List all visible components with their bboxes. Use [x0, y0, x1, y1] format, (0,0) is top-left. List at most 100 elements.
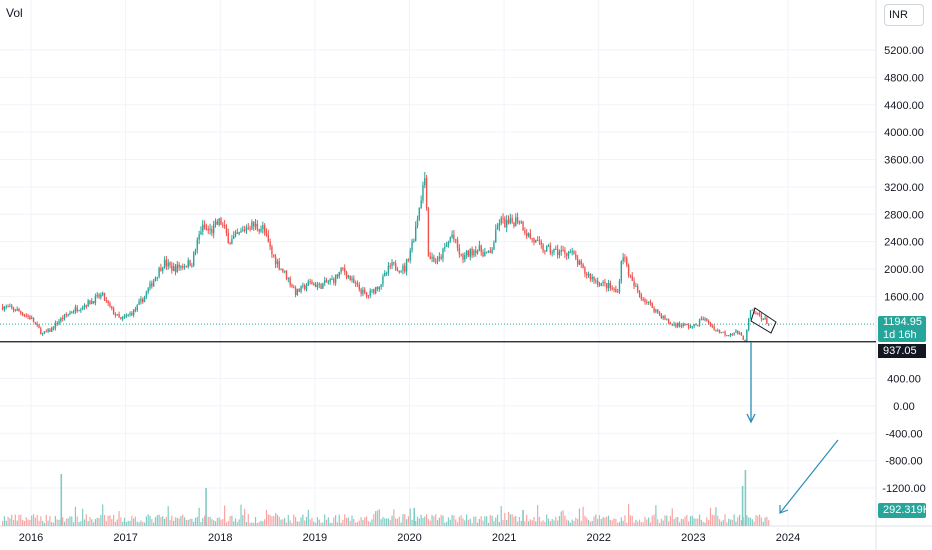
candle-body	[524, 230, 526, 233]
volume-bar	[695, 518, 697, 526]
volume-bar	[682, 519, 684, 526]
volume-bar	[587, 519, 590, 526]
candle-body	[451, 234, 453, 238]
candle-body	[156, 276, 158, 278]
volume-bar	[453, 515, 455, 526]
volume-indicator-label[interactable]: Vol	[6, 6, 23, 20]
volume-bar	[285, 522, 288, 526]
candle-body	[354, 282, 357, 284]
volume-bar	[529, 519, 531, 526]
volume-bar	[748, 517, 750, 526]
volume-bar	[80, 521, 82, 526]
candle-body	[229, 243, 231, 245]
candle-body	[9, 305, 11, 307]
volume-bar	[637, 521, 639, 526]
candle-body	[49, 329, 51, 332]
volume-bar	[546, 514, 548, 526]
volume-bar	[327, 517, 329, 526]
candle-body	[276, 261, 279, 265]
volume-bar	[153, 522, 155, 526]
candle-body	[344, 268, 346, 272]
candle-body	[749, 310, 752, 319]
candle-body	[411, 241, 413, 251]
candle-body	[145, 292, 148, 297]
candle-body	[129, 313, 131, 315]
candle-body	[29, 316, 31, 319]
volume-bar	[198, 507, 200, 526]
candle-body	[606, 283, 608, 289]
candle-body	[669, 323, 672, 325]
candle-body	[467, 250, 470, 257]
candle-body	[349, 275, 351, 281]
volume-bar	[154, 517, 157, 526]
volume-bar	[436, 520, 439, 526]
candle-body	[207, 228, 209, 231]
candle-body	[322, 283, 324, 289]
candle-body	[5, 306, 7, 308]
candle-body	[27, 315, 29, 317]
volume-bar	[753, 521, 755, 526]
volume-bar	[400, 522, 402, 526]
volume-bar	[706, 517, 708, 526]
candle-body	[464, 255, 466, 260]
volume-bar	[165, 516, 167, 526]
candle-body	[707, 320, 710, 324]
candle-body	[622, 257, 624, 262]
volume-bar	[349, 520, 351, 526]
volume-bar	[420, 514, 422, 526]
volume-bar	[27, 519, 29, 526]
volume-bar	[740, 520, 743, 526]
volume-bar	[542, 520, 544, 526]
volume-bar	[56, 519, 58, 526]
candle-body	[487, 250, 490, 252]
candle-body	[174, 266, 177, 273]
volume-bar	[677, 517, 679, 526]
candle-body	[635, 286, 637, 288]
candle-body	[687, 324, 690, 328]
currency-button[interactable]: INR	[884, 4, 924, 26]
volume-bar	[72, 522, 75, 526]
candle-body	[516, 217, 519, 222]
volume-bar	[618, 522, 621, 526]
volume-bar	[311, 517, 313, 526]
volume-bar	[396, 518, 399, 526]
volume-bar	[749, 517, 752, 526]
volume-bar	[675, 517, 677, 526]
candle-body	[478, 245, 481, 251]
candle-body	[3, 306, 6, 310]
volume-bar	[36, 515, 38, 526]
candle-body	[116, 314, 118, 316]
y-tick-label: 3200.00	[884, 182, 924, 194]
candle-body	[54, 322, 57, 329]
volume-bar	[553, 520, 555, 526]
candle-body	[114, 314, 117, 316]
volume-bar	[183, 517, 186, 526]
volume-bar	[38, 520, 40, 526]
volume-bar	[47, 520, 49, 526]
volume-bar	[174, 517, 177, 526]
volume-bar	[127, 520, 129, 526]
volume-bar	[42, 520, 44, 526]
volume-bar	[584, 515, 586, 526]
volume-bar	[304, 520, 306, 526]
volume-bar	[307, 509, 309, 526]
candle-body	[405, 259, 408, 272]
candle-body	[94, 296, 97, 304]
volume-bar	[194, 517, 197, 526]
candle-body	[12, 307, 15, 311]
volume-bar	[549, 521, 551, 526]
candle-body	[127, 314, 129, 316]
volume-bar	[660, 518, 662, 526]
volume-bar	[202, 518, 204, 526]
candle-body	[553, 248, 555, 253]
candle-body	[627, 265, 630, 275]
candle-body	[600, 283, 602, 286]
volume-bar	[609, 519, 611, 526]
volume-bar	[718, 519, 721, 526]
volume-bar	[407, 516, 410, 526]
candle-body	[724, 331, 726, 336]
volume-bar	[449, 519, 451, 526]
candle-body	[587, 274, 590, 276]
candle-body	[433, 256, 435, 262]
